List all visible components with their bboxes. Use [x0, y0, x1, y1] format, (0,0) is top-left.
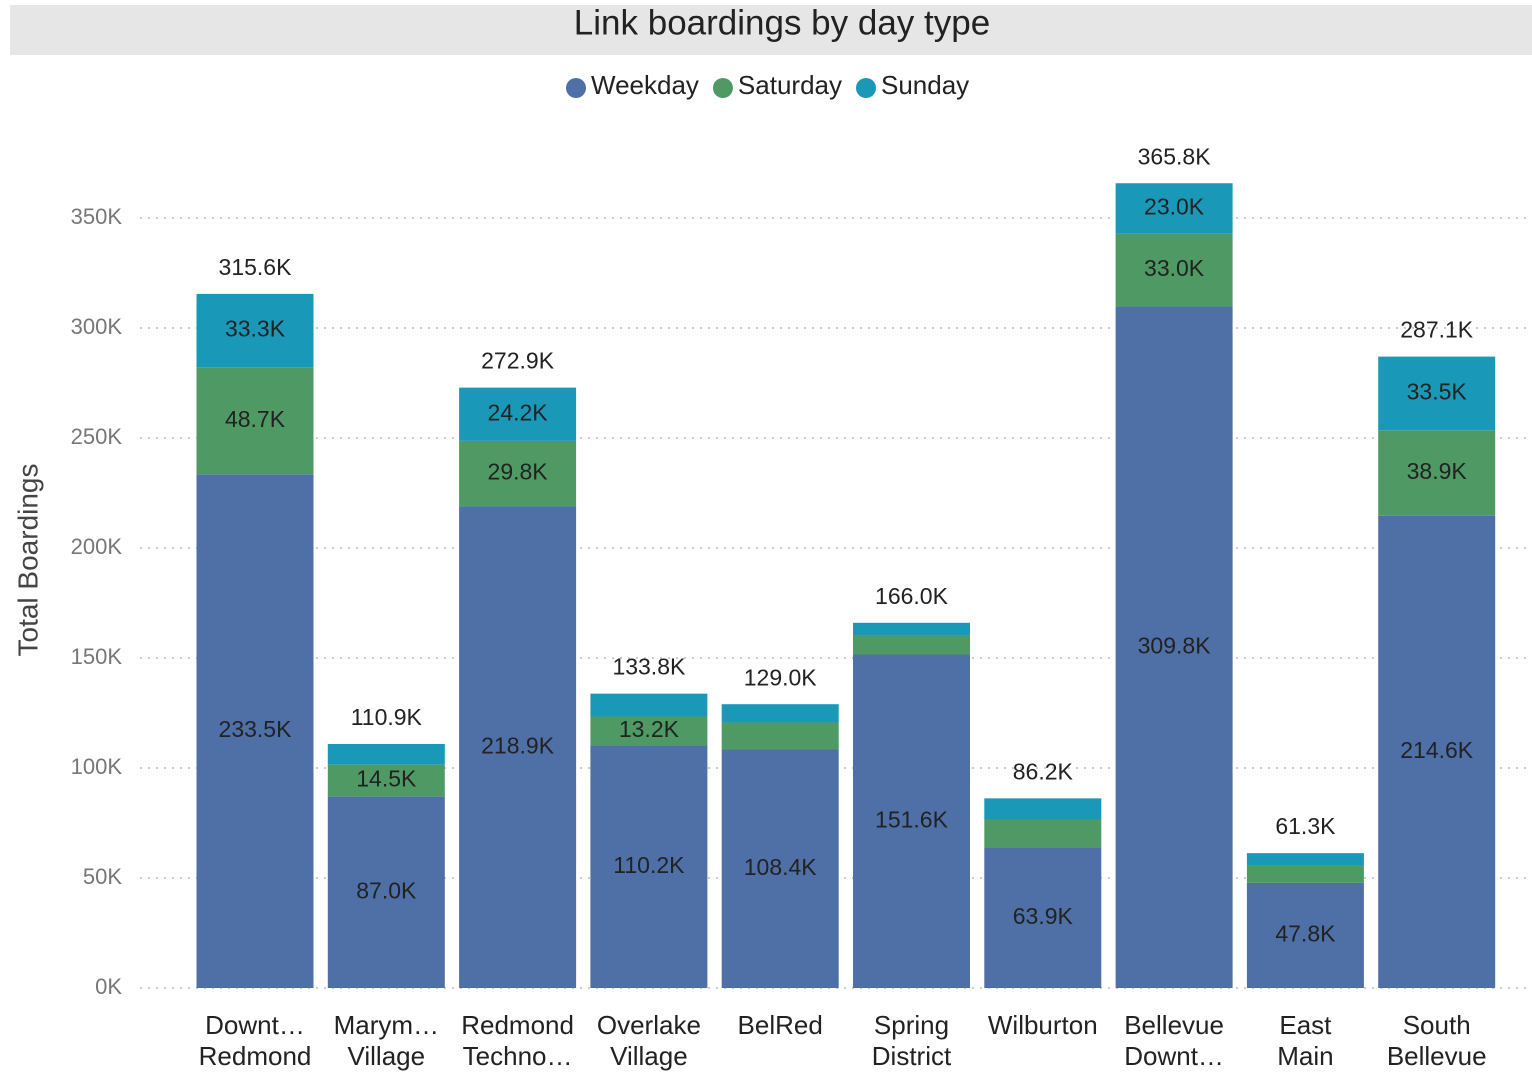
total-label: 166.0K	[875, 583, 949, 609]
data-label: 33.3K	[225, 316, 286, 342]
bar-segment	[196, 293, 314, 368]
bar-segment	[459, 506, 577, 988]
data-label: 29.8K	[488, 459, 549, 485]
x-tick-label: Village	[610, 1041, 688, 1071]
data-label: 233.5K	[219, 716, 293, 742]
bar-segment	[1378, 515, 1496, 988]
bar-segment	[327, 744, 445, 765]
bar-segment	[1378, 356, 1496, 431]
x-tick-label: Bellevue	[1387, 1041, 1487, 1071]
data-label: 214.6K	[1400, 737, 1474, 763]
bar-segment	[1115, 233, 1233, 307]
data-label: 309.8K	[1138, 632, 1212, 658]
bar-segment	[459, 440, 577, 507]
x-tick-label: East	[1279, 1010, 1332, 1040]
x-tick-label: Village	[348, 1041, 426, 1071]
x-tick-label: Redmond	[461, 1010, 574, 1040]
y-tick-label: 100K	[71, 754, 123, 779]
total-label: 86.2K	[1013, 758, 1074, 784]
total-label: 315.6K	[219, 254, 293, 280]
x-tick-label: Downt…	[1124, 1041, 1224, 1071]
x-tick-label: Downt…	[205, 1010, 305, 1040]
legend: Weekday Saturday Sunday	[566, 70, 969, 100]
y-tick-label: 300K	[71, 314, 123, 339]
bar-segment	[984, 819, 1102, 848]
data-label: 63.9K	[1013, 903, 1074, 929]
data-label: 108.4K	[744, 854, 818, 880]
bar-segment	[984, 847, 1102, 988]
bar-segment	[1115, 306, 1233, 988]
x-tick-label: Spring	[874, 1010, 949, 1040]
x-tick-label: Techno…	[463, 1041, 573, 1071]
y-tick-label: 150K	[71, 644, 123, 669]
data-label: 14.5K	[356, 766, 417, 792]
data-label: 38.9K	[1407, 458, 1468, 484]
bar-segment	[590, 716, 708, 746]
total-label: 133.8K	[612, 654, 686, 680]
data-label: 48.7K	[225, 406, 286, 432]
data-label: 13.2K	[619, 716, 680, 742]
bar-segment	[1246, 865, 1364, 883]
bar-segment	[721, 722, 839, 750]
bar-segment	[1115, 183, 1233, 234]
total-label: 272.9K	[481, 348, 555, 374]
bar-segment	[721, 704, 839, 723]
bar-segment	[459, 387, 577, 441]
data-label: 47.8K	[1275, 920, 1336, 946]
bar-segment	[1246, 882, 1364, 988]
chart-title: Link boardings by day type	[574, 3, 990, 42]
bar-segment	[196, 367, 314, 475]
bar-segment	[1378, 430, 1496, 516]
total-label: 129.0K	[744, 664, 818, 690]
data-label: 87.0K	[356, 877, 417, 903]
total-label: 110.9K	[351, 704, 423, 730]
data-label: 151.6K	[875, 806, 949, 832]
data-label: 33.5K	[1407, 379, 1468, 405]
x-tick-label: District	[872, 1041, 952, 1071]
legend-swatch	[712, 78, 733, 98]
data-label: 110.2K	[613, 852, 685, 878]
legend-swatch	[566, 78, 586, 98]
x-tick-label: South	[1403, 1010, 1471, 1040]
y-tick-label: 0K	[95, 974, 122, 999]
bar-segment	[853, 622, 970, 636]
total-label: 287.1K	[1400, 316, 1474, 342]
total-label: 61.3K	[1275, 813, 1336, 839]
bar-segment	[1246, 853, 1364, 866]
y-tick-label: 50K	[83, 864, 122, 889]
x-tick-label: BelRed	[738, 1010, 823, 1040]
bar-segment	[984, 798, 1102, 820]
x-tick-label: Wilburton	[988, 1010, 1098, 1040]
legend-swatch	[856, 78, 876, 98]
title-bar	[10, 5, 1532, 55]
legend-label: Sunday	[881, 70, 969, 100]
data-label: 23.0K	[1144, 194, 1205, 220]
legend-label: Saturday	[738, 70, 842, 100]
x-tick-label: Bellevue	[1124, 1010, 1224, 1040]
bar-segment	[721, 749, 839, 988]
x-tick-label: Main	[1277, 1041, 1333, 1071]
bar-segment	[196, 474, 314, 988]
bar-segment	[590, 693, 708, 717]
y-tick-label: 250K	[71, 424, 123, 449]
data-label: 33.0K	[1144, 255, 1205, 281]
bar-segment	[853, 654, 970, 988]
x-tick-label: Redmond	[199, 1041, 312, 1071]
bar-segment	[327, 764, 445, 797]
x-tick-label: Overlake	[597, 1010, 701, 1040]
y-tick-label: 200K	[71, 534, 123, 559]
y-tick-label: 350K	[71, 204, 123, 229]
bar-segment	[327, 796, 445, 988]
data-label: 218.9K	[481, 732, 555, 758]
y-axis-title: Total Boardings	[12, 463, 43, 656]
total-label: 365.8K	[1138, 143, 1212, 169]
bar-segment	[590, 745, 708, 988]
x-tick-label: Marym…	[334, 1010, 439, 1040]
legend-label: Weekday	[591, 70, 699, 100]
data-label: 24.2K	[488, 399, 549, 425]
bar-segment	[853, 635, 970, 655]
